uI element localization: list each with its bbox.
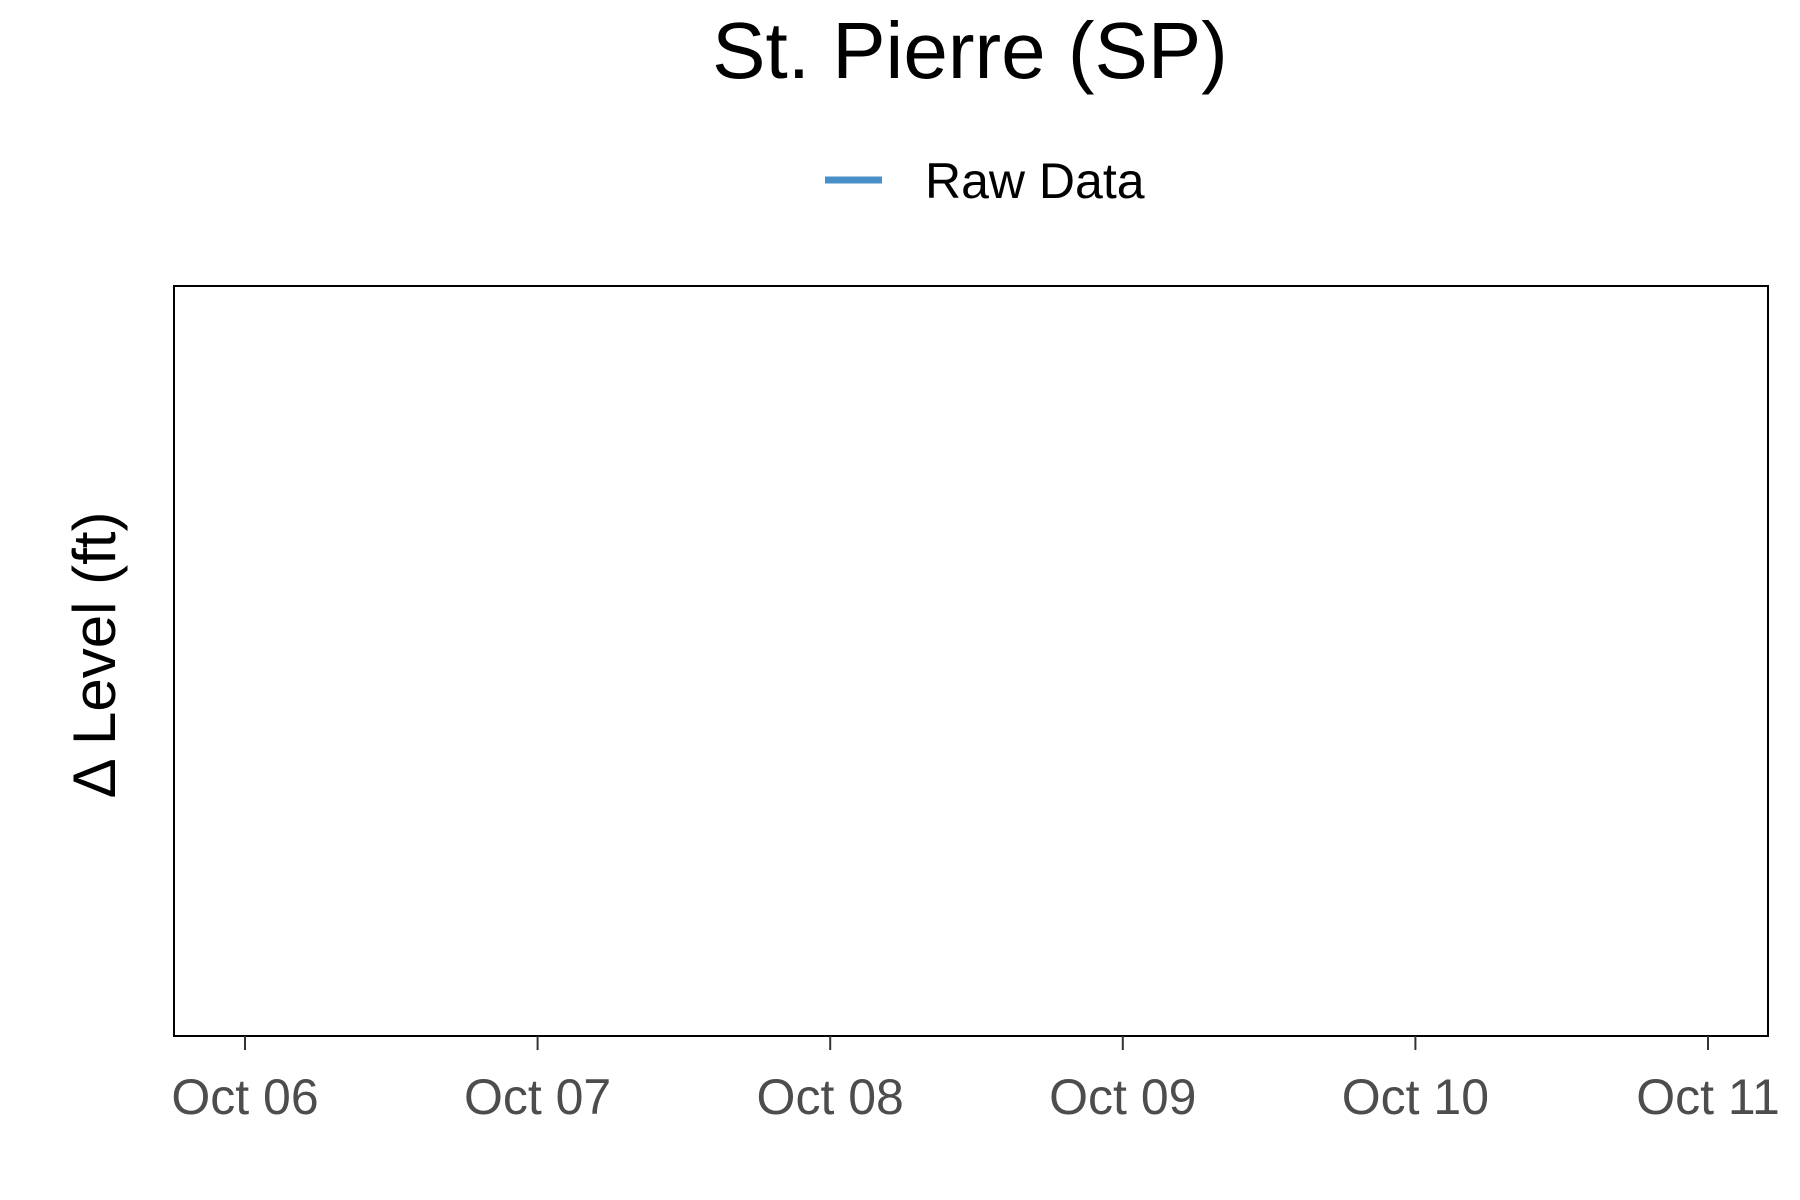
x-tick-label: Oct 06 [171, 1069, 318, 1125]
y-axis-label: Δ Level (ft) [61, 512, 128, 799]
x-tick-label: Oct 08 [757, 1069, 904, 1125]
x-axis-ticks: Oct 06 Oct 07 Oct 08 Oct 09 Oct 10 Oct 11 [171, 1036, 1780, 1125]
plot-panel [173, 285, 1769, 1037]
legend: Raw Data [825, 153, 1145, 209]
legend-label-raw-data: Raw Data [925, 153, 1145, 209]
x-tick-label: Oct 07 [464, 1069, 611, 1125]
chart-title: St. Pierre (SP) [712, 6, 1228, 95]
x-tick-label: Oct 09 [1049, 1069, 1196, 1125]
x-tick-label: Oct 10 [1342, 1069, 1489, 1125]
x-tick-label: Oct 11 [1636, 1069, 1780, 1125]
